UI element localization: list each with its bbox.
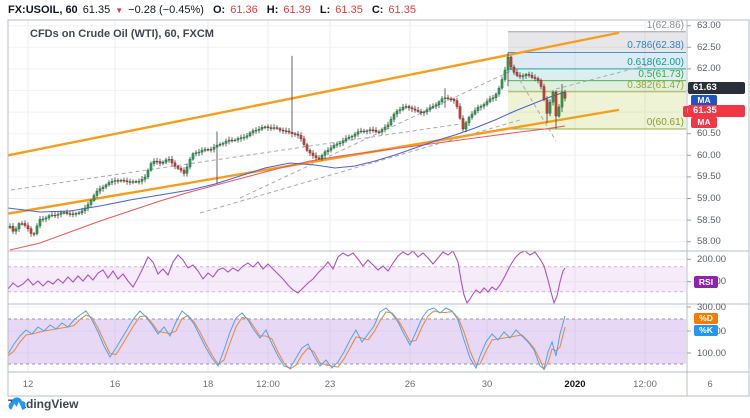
tradingview-logo-text: TradingView xyxy=(8,397,79,411)
time-tick-label: 16 xyxy=(109,379,121,390)
rsi-name-tag: RSI xyxy=(694,276,718,288)
stoch-name-tag: %K xyxy=(694,325,718,336)
tradingview-cloud-icon xyxy=(8,397,25,410)
fib-level-label: 0(60.61) xyxy=(646,116,684,128)
ma-fast-line[interactable] xyxy=(8,91,566,213)
fib-level-label: 0.786(62.38) xyxy=(627,40,684,52)
stoch-d-line xyxy=(8,310,566,371)
fib-zone xyxy=(508,52,686,69)
high-label: H: xyxy=(266,4,279,16)
close-label: C: xyxy=(371,4,384,16)
time-tick-label: 23 xyxy=(324,379,336,390)
chart-frame xyxy=(7,19,750,397)
time-tick-label: 12:00 xyxy=(633,379,657,390)
series-name-tag: MA xyxy=(691,117,717,128)
price-axis-value-tag: 61.63 xyxy=(688,82,745,94)
price-tick-label: 59.50 xyxy=(697,171,721,183)
symbol-header: FX:USOIL, 60 61.35 ▼ −0.28 (−0.45%) O: 6… xyxy=(8,2,416,18)
main-chart-pane[interactable] xyxy=(0,31,686,251)
time-tick-label: 18 xyxy=(202,379,214,390)
fib-zone xyxy=(508,68,686,81)
rsi-band xyxy=(8,266,686,292)
low-value: 61.35 xyxy=(335,4,363,16)
time-tick-label: 12:00 xyxy=(256,379,280,390)
ma-slow-line[interactable] xyxy=(9,125,566,251)
down-arrow-icon: ▼ xyxy=(115,5,124,15)
stoch-tick-label: 100.00 xyxy=(697,347,727,359)
open-label: O: xyxy=(212,4,226,16)
time-tick-label: 26 xyxy=(404,379,416,390)
price-tick-label: 60.50 xyxy=(697,128,721,140)
price-change: −0.28 (−0.45%) xyxy=(128,4,204,16)
time-tick-label: 30 xyxy=(481,379,493,390)
pane-borders xyxy=(7,19,750,397)
price-tick-label: 62.50 xyxy=(697,41,721,53)
stochastic-pane[interactable] xyxy=(8,307,686,371)
stoch-band xyxy=(8,319,686,364)
price-tick-label: 59.00 xyxy=(697,193,721,204)
price-tick-label: 58.50 xyxy=(697,214,721,226)
rsi-pane[interactable] xyxy=(8,251,686,304)
channel-trendline[interactable] xyxy=(0,108,620,215)
price-tick-label: 62.00 xyxy=(697,63,721,75)
chart-title: CFDs on Crude Oil (WTI), 60, FXCM xyxy=(30,28,214,40)
open-value: 61.36 xyxy=(230,4,258,16)
channel-trendline[interactable] xyxy=(0,31,620,157)
fib-level-label: 0.618(62.00) xyxy=(627,56,684,68)
price-tick-label: 63.00 xyxy=(697,20,721,32)
stoch-k-line xyxy=(8,307,566,370)
high-value: 61.39 xyxy=(283,4,311,16)
candles-down xyxy=(11,56,567,235)
candles-up xyxy=(8,56,564,234)
price-tick-label: 58.00 xyxy=(697,236,721,248)
time-tick-label: 12 xyxy=(22,379,34,390)
last-price: 61.35 xyxy=(82,4,111,16)
fib-level-label: 0.382(61.47) xyxy=(627,79,684,91)
candle-wicks xyxy=(9,52,566,237)
series-name-tag: MA xyxy=(691,95,717,106)
low-label: L: xyxy=(319,4,331,16)
stoch-tick-label: 300.00 xyxy=(697,301,727,313)
fib-zone xyxy=(508,80,686,92)
close-value: 61.35 xyxy=(388,4,416,16)
rsi-line xyxy=(8,251,566,304)
fib-level-label: 1(62.86) xyxy=(646,19,684,31)
dashed-trendline[interactable] xyxy=(239,69,514,199)
rsi-tick-label: 200.00 xyxy=(697,253,727,265)
time-tick-label: 6 xyxy=(707,379,713,390)
stoch-name-tag: %D xyxy=(694,313,718,324)
time-tick-label: 2020 xyxy=(564,379,586,390)
fib-level-label: 0.5(61.73) xyxy=(638,68,684,80)
price-tick-label: 60.00 xyxy=(697,149,721,161)
tradingview-logo[interactable]: TradingView xyxy=(8,397,78,411)
price-axis-value-tag: 61.35 xyxy=(688,105,745,117)
symbol-name: FX:USOIL, 60 xyxy=(8,4,78,16)
dashed-trendline[interactable] xyxy=(555,63,652,90)
